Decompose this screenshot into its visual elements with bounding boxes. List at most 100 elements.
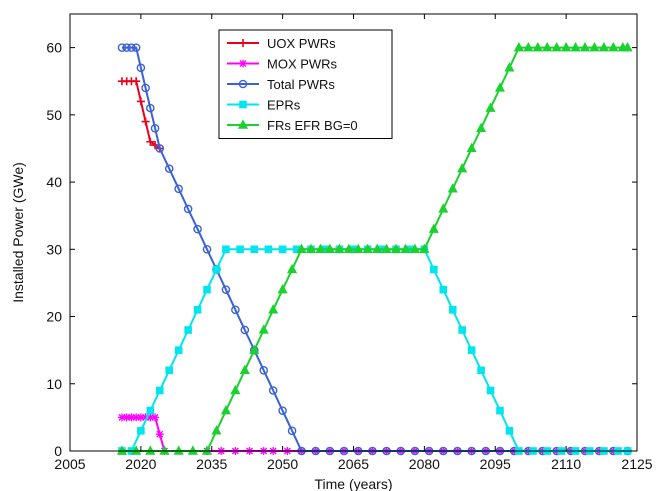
data-point-frs-efr-bg-0-0 <box>116 445 128 455</box>
data-point-total-pwrs-21 <box>278 406 287 415</box>
data-point-frs-efr-bg-0-1 <box>131 445 142 455</box>
data-point-frs-efr-bg-0-38 <box>504 62 515 72</box>
x-axis-label: Time (years) <box>314 476 392 491</box>
data-point-total-pwrs-17 <box>240 325 250 335</box>
data-point-frs-efr-bg-0-39 <box>513 41 524 52</box>
legend-box <box>218 29 393 139</box>
data-point-uox-pwrs-5 <box>141 117 150 126</box>
x-tick-label: 2035 <box>196 456 227 472</box>
data-point-total-pwrs-16 <box>231 305 240 315</box>
y-tick-label: 20 <box>46 309 62 325</box>
data-point-eprs-27 <box>439 285 448 294</box>
data-point-frs-efr-bg-0-37 <box>494 82 506 92</box>
data-point-total-pwrs-9 <box>164 164 174 173</box>
legend-swatch-marker <box>238 79 248 89</box>
data-point-frs-efr-bg-0-21 <box>343 243 354 254</box>
data-point-frs-efr-bg-0-45 <box>570 41 581 52</box>
data-point-frs-efr-bg-0-13 <box>268 304 279 314</box>
y-tick-label: 0 <box>54 443 62 459</box>
data-point-total-pwrs-12 <box>193 224 202 234</box>
y-axis-label: Installed Power (GWe) <box>10 162 26 303</box>
legend-swatch-marker <box>239 59 247 68</box>
data-point-total-pwrs-3 <box>131 43 141 52</box>
x-tick-label: 2005 <box>54 456 85 472</box>
data-point-frs-efr-bg-0-41 <box>532 41 543 52</box>
data-point-eprs-11 <box>222 245 230 254</box>
data-point-eprs-28 <box>448 306 457 314</box>
data-point-total-pwrs-7 <box>150 123 160 133</box>
legend-entry-total-pwrs: Total PWRs <box>227 77 335 92</box>
data-point-frs-efr-bg-0-18 <box>315 243 326 254</box>
data-point-eprs-33 <box>496 406 504 415</box>
data-point-frs-efr-bg-0-32 <box>447 183 458 193</box>
data-point-frs-efr-bg-0-2 <box>145 445 156 455</box>
data-point-frs-efr-bg-0-12 <box>258 324 269 334</box>
series-uox-pwrs <box>117 77 164 153</box>
data-point-eprs-29 <box>458 326 466 334</box>
y-tick-label: 10 <box>46 376 62 392</box>
legend-swatch-marker <box>239 100 247 109</box>
legend-label: UOX PWRs <box>267 36 336 51</box>
x-tick-label: 2050 <box>267 456 298 472</box>
data-point-frs-efr-bg-0-4 <box>173 445 184 455</box>
legend-entry-frs-efr-bg-0: FRs EFR BG=0 <box>227 118 358 133</box>
legend-entry-eprs: EPRs <box>227 98 301 113</box>
data-point-frs-efr-bg-0-29 <box>419 243 430 254</box>
series-line-eprs <box>122 248 628 452</box>
data-point-total-pwrs-15 <box>221 285 231 294</box>
data-point-mox-pwrs-5 <box>141 413 150 422</box>
y-tick-label: 40 <box>46 174 62 190</box>
data-point-frs-efr-bg-0-44 <box>561 41 572 52</box>
data-point-frs-efr-bg-0-15 <box>287 263 298 274</box>
series-frs-efr-bg-0 <box>116 41 633 455</box>
data-point-frs-efr-bg-0-47 <box>589 41 600 52</box>
data-point-frs-efr-bg-0-48 <box>598 41 609 52</box>
data-point-mox-pwrs-3 <box>132 413 141 422</box>
x-tick-label: 2065 <box>338 456 369 472</box>
data-point-mox-pwrs-1 <box>122 413 131 422</box>
legend-entry-mox-pwrs: MOX PWRs <box>227 57 338 72</box>
data-point-frs-efr-bg-0-14 <box>277 283 288 294</box>
data-point-eprs-31 <box>477 366 485 375</box>
data-point-frs-efr-bg-0-9 <box>230 384 241 395</box>
data-point-frs-efr-bg-0-28 <box>409 243 420 254</box>
legend-label: EPRs <box>267 98 301 113</box>
data-point-frs-efr-bg-0-10 <box>239 364 250 375</box>
data-point-eprs-32 <box>486 386 495 395</box>
series-line-frs-efr-bg-0 <box>122 46 628 452</box>
x-tick-label: 2020 <box>125 456 156 472</box>
legend-swatch-marker <box>239 39 247 47</box>
data-point-total-pwrs-5 <box>141 83 150 93</box>
legend-label: FRs EFR BG=0 <box>267 118 358 133</box>
series-line-uox-pwrs <box>122 80 161 150</box>
data-point-total-pwrs-19 <box>259 366 269 375</box>
data-point-total-pwrs-22 <box>287 426 297 436</box>
data-point-frs-efr-bg-0-20 <box>334 243 345 254</box>
data-point-frs-efr-bg-0-30 <box>428 223 439 233</box>
data-point-mox-pwrs-4 <box>136 413 145 422</box>
x-tick-label: 2095 <box>480 456 511 472</box>
data-point-uox-pwrs-3 <box>132 77 141 86</box>
data-point-frs-efr-bg-0-27 <box>400 243 411 254</box>
data-point-total-pwrs-0 <box>117 43 127 52</box>
data-point-eprs-15 <box>278 245 287 254</box>
y-tick-label: 30 <box>46 241 62 257</box>
data-point-frs-efr-bg-0-43 <box>551 41 562 52</box>
data-point-frs-efr-bg-0-26 <box>390 243 402 254</box>
data-point-mox-pwrs-7 <box>151 413 160 422</box>
data-point-eprs-2 <box>137 427 145 435</box>
data-point-uox-pwrs-4 <box>136 97 145 106</box>
legend-swatch-marker <box>237 119 249 129</box>
data-point-total-pwrs-11 <box>183 204 193 214</box>
data-point-frs-efr-bg-0-51 <box>622 41 633 52</box>
data-point-total-pwrs-20 <box>268 386 278 395</box>
data-point-frs-efr-bg-0-40 <box>523 41 534 52</box>
data-point-eprs-14 <box>264 245 273 254</box>
data-point-eprs-7 <box>184 326 192 334</box>
data-point-eprs-26 <box>430 265 438 274</box>
legend-entry-uox-pwrs: UOX PWRs <box>227 36 336 51</box>
x-tick-label: 2125 <box>621 456 652 472</box>
data-point-eprs-6 <box>174 346 183 354</box>
y-tick-label: 60 <box>46 40 62 56</box>
